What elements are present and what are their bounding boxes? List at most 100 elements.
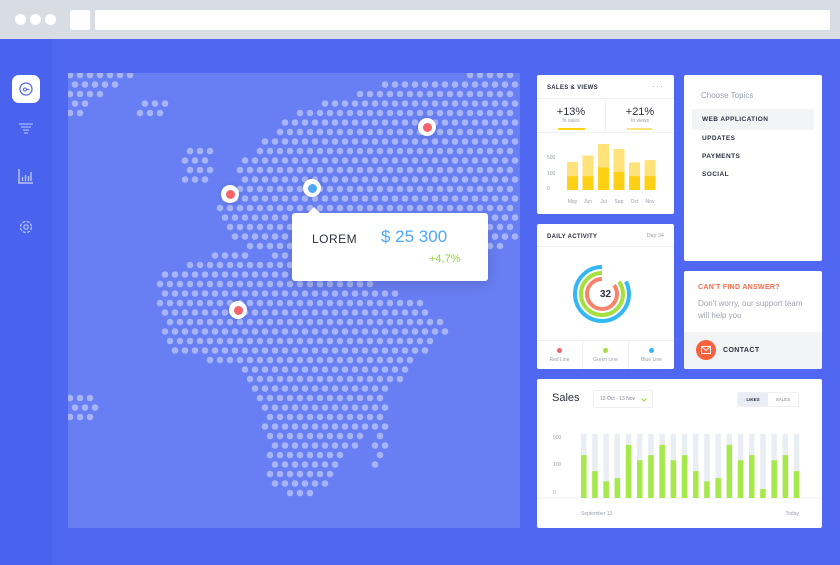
map-dot	[326, 413, 334, 421]
contact-button[interactable]: CONTACT	[684, 332, 822, 369]
map-dot	[211, 309, 219, 316]
toggle-likes[interactable]: LIKES	[738, 393, 768, 406]
browser-tab[interactable]	[70, 10, 90, 30]
map-dot	[296, 204, 304, 212]
toggle-sales[interactable]: SALES	[775, 397, 791, 402]
map-dot	[271, 385, 279, 392]
map-dot	[296, 470, 304, 478]
map-dot	[286, 204, 294, 212]
map-dot	[451, 176, 459, 183]
map-dot	[346, 413, 354, 421]
map-dot	[486, 242, 494, 250]
map-dot	[276, 128, 284, 136]
map-dot	[286, 280, 294, 288]
map-dot	[226, 204, 234, 212]
map-dot	[321, 442, 329, 449]
map-dot	[326, 432, 334, 440]
map-dot	[301, 366, 309, 373]
map-dot	[181, 290, 189, 297]
filter-icon[interactable]	[12, 115, 40, 143]
gear-icon[interactable]	[12, 213, 40, 241]
sidebar	[0, 39, 52, 565]
map-dot	[341, 157, 349, 164]
map-dot	[471, 81, 479, 88]
map-dot	[311, 366, 319, 373]
map-dot	[336, 147, 344, 155]
legend-green: Green Line	[583, 341, 629, 369]
map-dot	[246, 299, 254, 307]
map-dot	[486, 73, 494, 79]
ring-red	[585, 277, 619, 311]
map-dot	[411, 119, 419, 126]
map-dot	[406, 318, 414, 326]
map-dot	[341, 442, 349, 449]
window-dot[interactable]	[45, 14, 56, 25]
window-dot[interactable]	[30, 14, 41, 25]
map-dot	[511, 81, 519, 88]
map-dot	[306, 337, 314, 345]
dashboard-dial-icon[interactable]	[12, 75, 40, 103]
map-dot	[351, 100, 359, 107]
map-dot	[286, 242, 294, 250]
map-dot	[401, 347, 409, 354]
map-dot	[261, 328, 269, 335]
map-dot	[436, 318, 444, 326]
map-dot	[356, 375, 364, 383]
map-dot	[466, 73, 474, 79]
map-dot	[316, 451, 324, 459]
map-dot	[496, 204, 504, 212]
map-dot	[361, 347, 369, 354]
map-dot	[166, 318, 174, 326]
map-dot	[316, 470, 324, 478]
map-dot	[276, 147, 284, 155]
map-pin-red[interactable]	[221, 185, 239, 203]
address-bar[interactable]	[95, 10, 830, 30]
map-dot	[371, 423, 379, 430]
map-dot	[401, 138, 409, 145]
map-dot	[266, 147, 274, 155]
map-pin-red[interactable]	[229, 301, 247, 319]
map-dot	[326, 147, 334, 155]
date-range-value: 13 Oct - 13 Nov	[600, 396, 636, 402]
map-dot	[416, 204, 424, 212]
map-dot	[321, 347, 329, 354]
map-pin-blue[interactable]	[303, 179, 321, 197]
map-dot	[206, 147, 214, 155]
date-range-dropdown[interactable]: 13 Oct - 13 Nov	[593, 390, 653, 408]
map-dot	[361, 157, 369, 164]
stat-sales: +13% In sales	[537, 99, 606, 132]
map-dot	[76, 413, 84, 421]
map-dot	[236, 337, 244, 345]
window-dot[interactable]	[15, 14, 26, 25]
map-dot	[451, 195, 459, 202]
topic-social[interactable]: SOCIAL	[702, 171, 729, 178]
bar-likes	[715, 478, 721, 498]
map-dot	[376, 375, 384, 383]
map-dot	[361, 100, 369, 107]
map-dot	[326, 375, 334, 383]
map-dot	[381, 385, 389, 392]
map-dot	[336, 166, 344, 174]
map-dot	[211, 271, 219, 278]
map-dot	[261, 366, 269, 373]
map-pin-red[interactable]	[418, 118, 436, 136]
map-dot	[466, 185, 474, 193]
map-dot	[176, 299, 184, 307]
map-dot	[326, 166, 334, 174]
topic-updates[interactable]: UPDATES	[702, 135, 736, 142]
more-icon[interactable]: ···	[652, 81, 664, 91]
tooltip-change: +4,7%	[429, 253, 461, 265]
map-dot	[281, 195, 289, 202]
map-dot	[246, 280, 254, 288]
map-dot	[366, 394, 374, 402]
map-dot	[161, 328, 169, 335]
map-dot	[271, 480, 279, 487]
map-dot	[326, 318, 334, 326]
topic-payments[interactable]: PAYMENTS	[702, 153, 741, 160]
map-dot	[261, 195, 269, 202]
topic-web-application[interactable]: WEB APPLICATION	[692, 109, 814, 130]
map-dot	[421, 81, 429, 88]
map-dot	[356, 413, 364, 421]
bar-chart-icon[interactable]	[12, 162, 40, 190]
map-dot	[311, 480, 319, 487]
